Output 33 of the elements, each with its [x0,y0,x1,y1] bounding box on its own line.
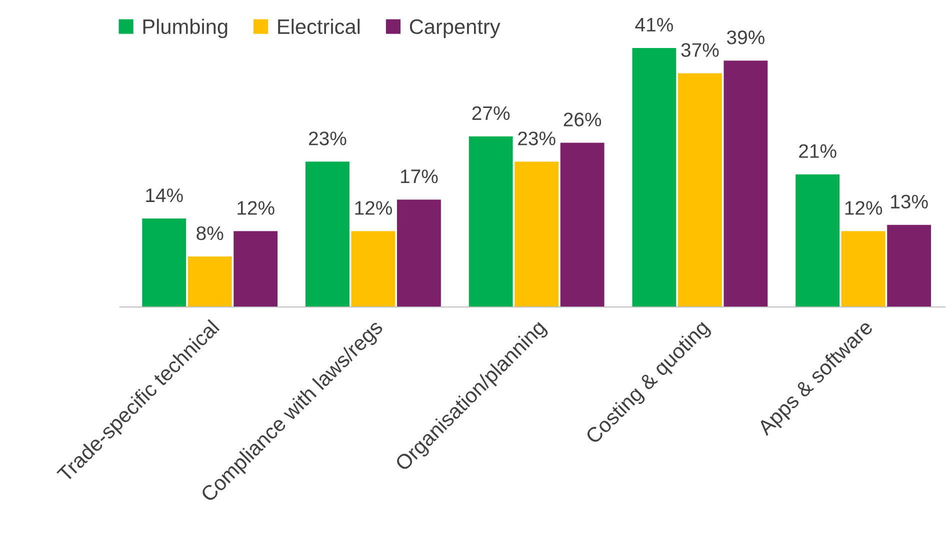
data-label: 27% [472,106,510,120]
bar [796,174,840,307]
data-label: 39% [726,30,764,44]
data-label: 8% [196,226,224,240]
bar [841,231,886,307]
bar [724,60,768,307]
bar [887,224,932,307]
bar [514,162,559,307]
data-label: 12% [845,201,882,215]
data-label: 14% [146,188,183,202]
data-label: 26% [564,112,602,126]
bar [234,231,278,307]
bar [468,136,513,307]
bar [632,48,676,307]
data-label: 41% [635,18,673,32]
bar [351,231,396,307]
bar [397,200,441,307]
bar [188,256,232,307]
data-label: 12% [238,201,274,215]
legend-label: Electrical [278,18,360,34]
data-label: 17% [400,170,438,184]
bar [678,73,722,307]
bar [560,142,604,307]
legend-label: Carpentry [410,19,500,38]
bar [142,218,186,307]
data-label: 37% [681,43,719,57]
data-label: 21% [799,144,836,158]
data-label: 13% [891,194,928,209]
legend-label: Plumbing [143,18,228,38]
data-label: 12% [355,201,392,215]
data-label: 23% [518,132,556,146]
data-label: 23% [308,132,346,146]
bar [306,162,350,307]
